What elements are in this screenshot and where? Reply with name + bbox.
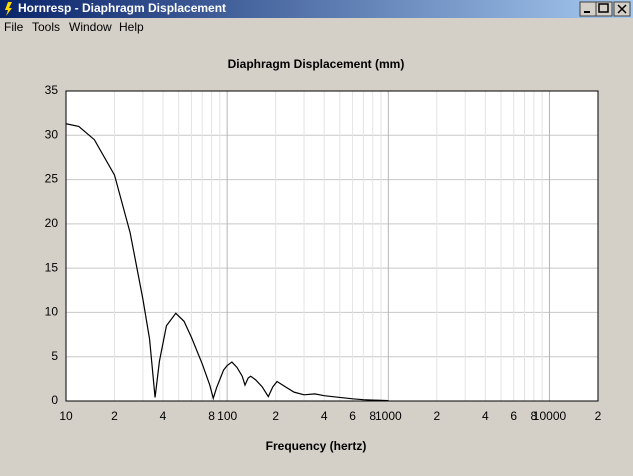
menu-item[interactable]: Window [69,20,112,34]
y-tick-label: 30 [45,127,59,141]
x-tick-label: 8 [369,409,376,423]
y-tick-label: 0 [51,393,58,407]
y-tick-label: 35 [45,83,59,97]
y-tick-label: 25 [45,172,59,186]
x-tick-label: 4 [321,409,328,423]
x-tick-label: 6 [349,409,356,423]
menu-item[interactable]: Tools [32,20,60,34]
plot [65,123,389,402]
x-tick-label: 1000 [375,409,402,423]
window-controls[interactable] [579,1,631,17]
menu-item[interactable]: Help [119,20,144,34]
y-tick-label: 5 [51,349,58,363]
window-title: Hornresp - Diaphragm Displacement [18,1,226,15]
x-tick-label: 2 [272,409,279,423]
x-tick-label: 4 [482,409,489,423]
displacement-curve [65,123,389,402]
menu-item[interactable]: File [4,20,24,34]
chart-title: Diaphragm Displacement (mm) [228,57,405,71]
x-tick-label: 8 [531,409,538,423]
x-tick-label: 2 [595,409,602,423]
x-tick-label: 2 [111,409,118,423]
x-tick-label: 2 [433,409,440,423]
x-tick-label: 4 [160,409,167,423]
plot-border [65,90,599,402]
x-tick-label: 6 [510,409,517,423]
y-tick-label: 15 [45,260,59,274]
x-tick-label: 8 [208,409,215,423]
x-tick-label: 100 [217,409,237,423]
title-bar [0,0,633,18]
minimize-button[interactable] [579,1,597,17]
y-tick-label: 10 [45,305,59,319]
maximize-icon [598,3,609,13]
plot-area [66,91,598,401]
x-tick-label: 10 [59,409,73,423]
x-axis-label: Frequency (hertz) [266,439,367,453]
app-icon [5,2,12,16]
y-tick-label: 20 [45,216,59,230]
x-tick-label: 10000 [533,409,567,423]
close-icon [617,4,627,14]
